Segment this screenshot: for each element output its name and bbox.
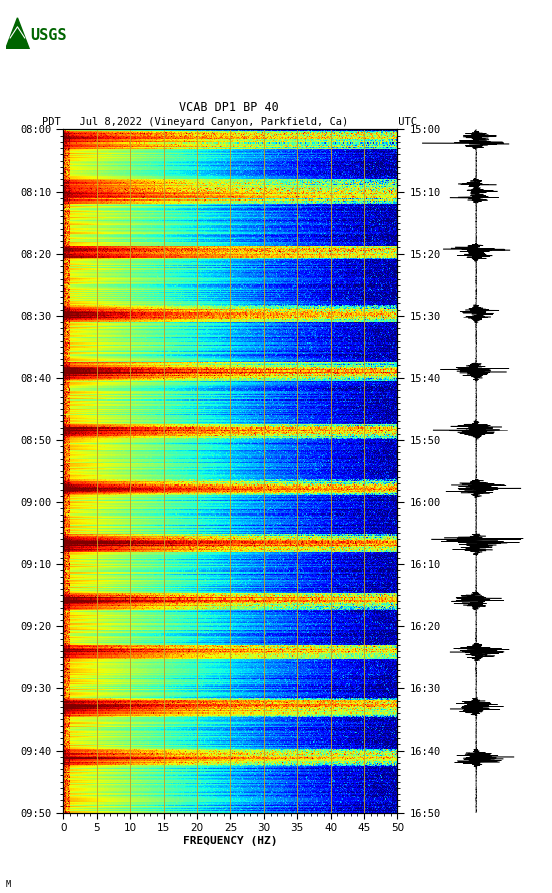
Text: VCAB DP1 BP 40: VCAB DP1 BP 40	[179, 101, 279, 114]
Polygon shape	[6, 18, 29, 49]
Text: PDT   Jul 8,2022 (Vineyard Canyon, Parkfield, Ca)        UTC: PDT Jul 8,2022 (Vineyard Canyon, Parkfie…	[41, 117, 417, 127]
Text: USGS: USGS	[31, 29, 67, 43]
X-axis label: FREQUENCY (HZ): FREQUENCY (HZ)	[183, 836, 278, 846]
Text: M: M	[6, 880, 10, 889]
